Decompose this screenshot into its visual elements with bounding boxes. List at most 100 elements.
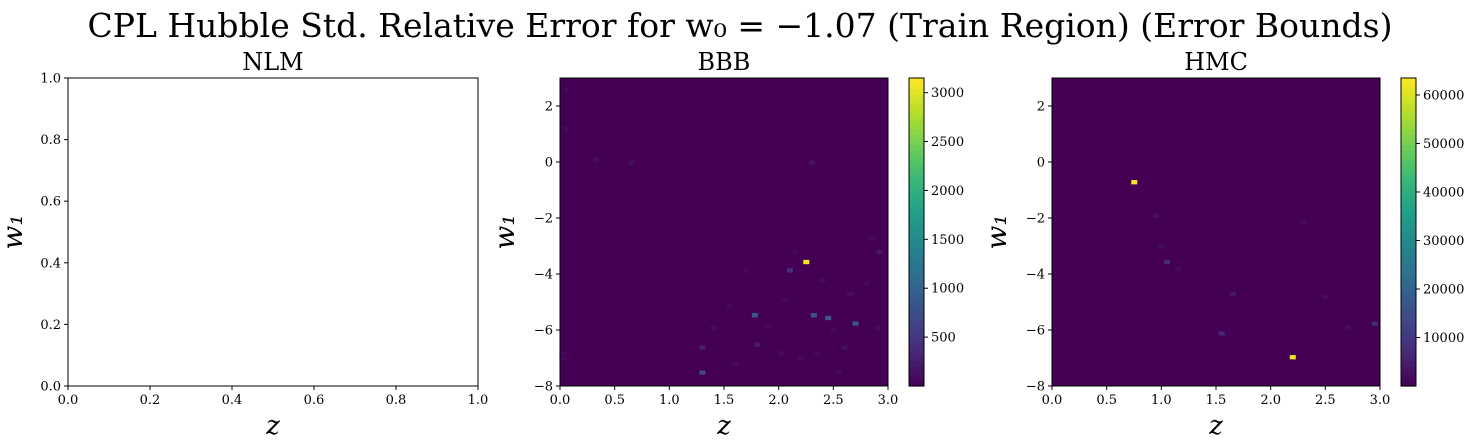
- colorbar-segment: [909, 247, 924, 254]
- colorbar-segment: [1401, 360, 1416, 367]
- heatmap-cell: [699, 370, 706, 375]
- plot-area: [1052, 78, 1380, 386]
- colorbar-segment: [909, 78, 924, 84]
- heatmap-cell: [836, 370, 843, 375]
- colorbar-segment: [909, 175, 924, 182]
- colorbar-segment: [909, 380, 924, 387]
- colorbar-segment: [909, 355, 924, 361]
- colorbar-segment: [1401, 83, 1416, 89]
- colorbar-segment: [1401, 298, 1416, 305]
- heatmap-cell: [792, 250, 799, 255]
- x-axis-label: z: [265, 411, 280, 441]
- colorbar-segment: [1401, 319, 1416, 325]
- colorbar-segment: [1401, 216, 1416, 223]
- colorbar-segment: [909, 155, 924, 161]
- y-tick-label: −2: [534, 212, 553, 227]
- colorbar-segment: [1401, 324, 1416, 331]
- colorbar-segment: [1401, 303, 1416, 310]
- y-tick-label: −6: [534, 324, 553, 339]
- colorbar-segment: [1401, 329, 1416, 336]
- figure-title: CPL Hubble Std. Relative Error for w₀ = …: [88, 6, 1393, 45]
- colorbar-segment: [909, 134, 924, 141]
- y-tick-label: 0: [1037, 156, 1045, 171]
- colorbar-segment: [1401, 206, 1416, 213]
- colorbar-segment: [909, 344, 924, 351]
- y-axis-label: w₁: [0, 214, 29, 249]
- y-tick-label: 0.4: [40, 256, 61, 271]
- colorbar-segment: [1401, 375, 1416, 382]
- colorbar-segment: [909, 262, 924, 269]
- colorbar-segment: [1401, 257, 1416, 264]
- heatmap-cell: [732, 362, 739, 367]
- heatmap-cell: [593, 157, 600, 162]
- colorbar-segment: [909, 108, 924, 115]
- heatmap-cell: [628, 160, 635, 165]
- colorbar-segment: [909, 119, 924, 125]
- heatmap-cell: [1218, 331, 1225, 336]
- colorbar-segment: [1401, 288, 1416, 295]
- colorbar-segment: [909, 329, 924, 336]
- x-tick-label: 3.0: [1370, 393, 1391, 408]
- heatmap-cell: [797, 356, 804, 361]
- colorbar-tick-label: 2000: [931, 184, 964, 199]
- heatmap-cell: [810, 313, 817, 318]
- colorbar-segment: [909, 165, 924, 171]
- colorbar-segment: [1401, 165, 1416, 171]
- heatmap-cell: [559, 350, 566, 356]
- colorbar-segment: [909, 113, 924, 120]
- plot-area: [560, 78, 888, 386]
- colorbar-segment: [909, 201, 924, 207]
- colorbar-segment: [909, 257, 924, 264]
- heatmap-cell: [814, 350, 821, 356]
- colorbar-segment: [909, 324, 924, 331]
- y-tick-label: 0.8: [40, 133, 61, 148]
- colorbar-segment: [1401, 190, 1416, 197]
- colorbar-segment: [909, 160, 924, 166]
- colorbar-segment: [909, 298, 924, 305]
- colorbar-segment: [1401, 237, 1416, 243]
- colorbar-segment: [909, 283, 924, 290]
- y-tick-label: −8: [1026, 380, 1045, 395]
- colorbar-segment: [1401, 139, 1416, 146]
- heatmap-cell: [819, 278, 826, 283]
- colorbar-segment: [1401, 252, 1416, 259]
- colorbar-segment: [909, 206, 924, 213]
- heatmap-cell: [726, 303, 733, 308]
- x-axis-label: z: [716, 411, 731, 441]
- heatmap-cell: [786, 268, 793, 273]
- colorbar-segment: [909, 196, 924, 202]
- colorbar-segment: [1401, 370, 1416, 377]
- colorbar-segment: [1401, 134, 1416, 141]
- colorbar-segment: [909, 226, 924, 233]
- heatmap-cell: [754, 342, 761, 347]
- x-tick-label: 1.0: [659, 393, 680, 408]
- heatmap-cell: [830, 328, 837, 333]
- colorbar-segment: [909, 129, 924, 136]
- heatmap-cell: [852, 321, 859, 326]
- colorbar-segment: [1401, 93, 1416, 100]
- heatmap-cell: [1344, 325, 1351, 330]
- x-tick-label: 2.0: [1260, 393, 1281, 408]
- colorbar-segment: [1401, 339, 1416, 346]
- heatmap-cell: [751, 313, 758, 318]
- y-tick-label: 0.2: [40, 318, 61, 333]
- heatmap-cell: [874, 325, 881, 330]
- colorbar-segment: [1401, 155, 1416, 161]
- heatmap-cell: [1322, 294, 1329, 300]
- heatmap-cell: [1300, 219, 1307, 224]
- heatmap-cell: [765, 325, 772, 330]
- colorbar-segment: [1401, 98, 1416, 105]
- heatmap-cell: [559, 356, 566, 361]
- x-tick-label: 1.0: [468, 393, 489, 408]
- x-tick-label: 0.5: [604, 393, 625, 408]
- colorbar-segment: [909, 221, 924, 228]
- x-tick-label: 0.4: [222, 393, 243, 408]
- y-tick-label: −8: [534, 380, 553, 395]
- colorbar-segment: [909, 93, 924, 100]
- colorbar-segment: [909, 170, 924, 177]
- y-tick-label: −2: [1026, 212, 1045, 227]
- colorbar-tick-label: 1500: [931, 233, 964, 248]
- x-tick-label: 1.5: [1206, 393, 1227, 408]
- colorbar-segment: [1401, 380, 1416, 387]
- colorbar-segment: [909, 273, 924, 279]
